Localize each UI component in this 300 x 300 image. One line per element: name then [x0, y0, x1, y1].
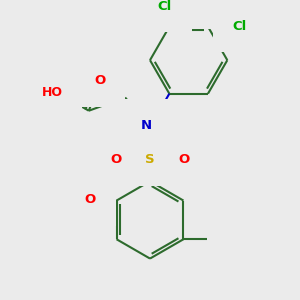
- Text: Cl: Cl: [158, 0, 172, 13]
- Text: O: O: [85, 193, 96, 206]
- Text: Cl: Cl: [232, 20, 247, 33]
- Text: HO: HO: [42, 86, 63, 99]
- Text: O: O: [178, 154, 190, 166]
- Text: O: O: [94, 74, 105, 87]
- Text: S: S: [145, 154, 155, 166]
- Text: O: O: [110, 154, 122, 166]
- Text: N: N: [141, 118, 152, 132]
